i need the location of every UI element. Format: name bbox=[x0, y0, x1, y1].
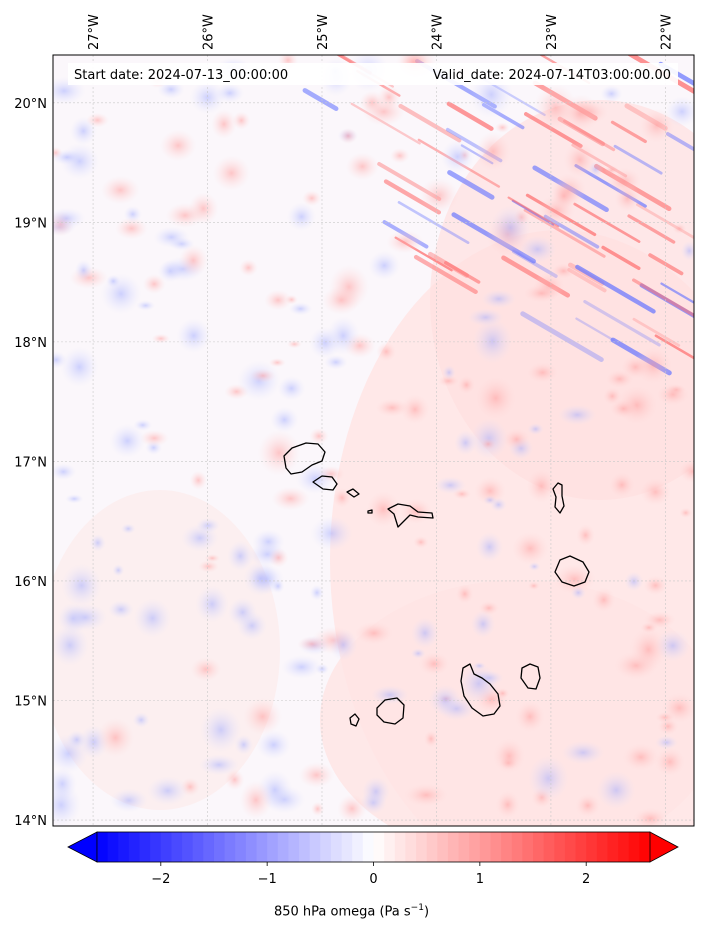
colorbar-steps bbox=[97, 832, 651, 862]
lat-tick-label: 15°N bbox=[14, 694, 47, 709]
lon-tick-label: 24°W bbox=[430, 14, 445, 50]
latitude-tick-labels: 20°N 19°N 18°N 17°N 16°N 15°N 14°N bbox=[14, 97, 47, 829]
island-brava bbox=[349, 713, 360, 727]
field-blobs bbox=[53, 55, 694, 826]
colorbar-low-extension bbox=[67, 831, 98, 863]
start-date-label: Start date: 2024-07-13_00:00:00 bbox=[74, 68, 288, 83]
colorbar-tick-label: −1 bbox=[258, 872, 277, 887]
lon-tick-label: 23°W bbox=[545, 14, 560, 50]
colorbar-tick-label: 2 bbox=[582, 872, 590, 887]
island-maio bbox=[520, 663, 541, 690]
colorbar-tick-label: 0 bbox=[369, 872, 377, 887]
colorbar-label-suffix: ) bbox=[423, 904, 430, 920]
island-santa-luzia bbox=[346, 488, 360, 498]
omega-field bbox=[53, 55, 694, 826]
islet-raso bbox=[367, 509, 373, 514]
longitude-tick-labels: 27°W 26°W 25°W 24°W 23°W 22°W bbox=[87, 14, 674, 50]
island-santo-antao bbox=[283, 442, 326, 475]
lon-tick-label: 25°W bbox=[316, 14, 331, 50]
colorbar-high-extension bbox=[649, 831, 679, 863]
lat-tick-label: 17°N bbox=[14, 455, 47, 470]
island-sal bbox=[552, 482, 565, 514]
colorbar-ticks: −2 −1 0 1 2 bbox=[151, 862, 590, 887]
lat-tick-label: 18°N bbox=[14, 336, 47, 351]
lon-tick-label: 26°W bbox=[202, 14, 217, 50]
lat-tick-label: 14°N bbox=[14, 814, 47, 829]
colorbar-label-exponent: −1 bbox=[410, 903, 424, 913]
lat-tick-label: 16°N bbox=[14, 575, 47, 590]
colorbar-tick-label: −2 bbox=[151, 872, 170, 887]
lon-tick-label: 22°W bbox=[659, 14, 674, 50]
lat-tick-label: 19°N bbox=[14, 216, 47, 231]
island-santiago bbox=[460, 663, 501, 717]
island-boa-vista bbox=[554, 555, 590, 587]
colorbar-label-text: 850 hPa omega (Pa s bbox=[273, 904, 411, 920]
gridlines bbox=[53, 55, 694, 826]
lat-tick-label: 20°N bbox=[14, 97, 47, 112]
map-frame bbox=[52, 54, 695, 827]
island-fogo bbox=[376, 697, 405, 725]
coastlines bbox=[283, 442, 590, 727]
valid-date-label: Valid_date: 2024-07-14T03:00:00.00 bbox=[433, 68, 671, 83]
colorbar-tick-label: 1 bbox=[476, 872, 484, 887]
island-sao-vicente bbox=[312, 475, 338, 491]
island-sao-nicolau bbox=[387, 503, 434, 528]
colorbar-label: 850 hPa omega (Pa s−1) bbox=[0, 903, 703, 919]
lon-tick-label: 27°W bbox=[87, 14, 102, 50]
colorbar: −2 −1 0 1 2 bbox=[67, 831, 679, 887]
